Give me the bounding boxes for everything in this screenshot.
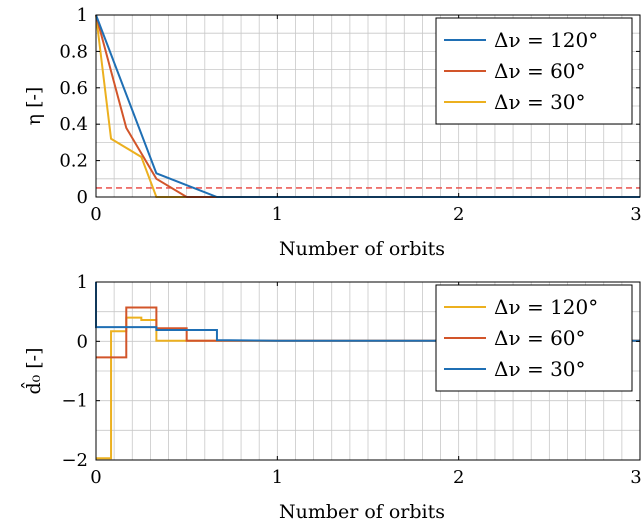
y-axis-label: d̂₀ [-] xyxy=(20,347,45,394)
legend: Δν = 120° Δν = 60° Δν = 30° xyxy=(435,284,633,392)
series-line-1 xyxy=(96,306,640,359)
y-tick-label: 0.8 xyxy=(59,41,88,62)
y-axis-label: η [-] xyxy=(23,87,45,126)
plot-frame xyxy=(95,281,641,461)
x-axis-label: Number of orbits xyxy=(279,238,445,260)
y-tick-label: 0 xyxy=(77,331,88,352)
y-tick-label: 0.4 xyxy=(59,114,88,135)
y-tick-label: 0.2 xyxy=(59,151,88,172)
x-tick-label: 1 xyxy=(272,204,283,225)
y-tick-label: −1 xyxy=(61,391,88,412)
x-tick-label: 3 xyxy=(630,204,641,225)
legend-label: Δν = 60° xyxy=(494,326,586,350)
legend: Δν = 120° Δν = 60° Δν = 30° xyxy=(435,17,633,125)
y-tick-label: 1 xyxy=(77,272,88,293)
legend-label: Δν = 30° xyxy=(494,90,586,114)
x-tick-label: 2 xyxy=(453,467,464,488)
chart-panel-d0: 0 1 2 3 −2 −1 0 1 Number of orbits d̂₀ [-] Δν = 12… xyxy=(20,272,642,523)
y-tick-label: 0 xyxy=(77,187,88,208)
x-tick-label: 3 xyxy=(630,467,641,488)
x-tick-label: 1 xyxy=(272,467,283,488)
chart-panel-eta: 0 1 2 3 0 0.2 0.4 0.6 0.8 1 Number of orbits η [-] Δ… xyxy=(23,5,642,260)
legend-label: Δν = 30° xyxy=(494,357,586,381)
legend-label: Δν = 120° xyxy=(494,28,598,52)
x-tick-label: 0 xyxy=(90,204,101,225)
x-tick-label: 2 xyxy=(453,204,464,225)
plot-frame xyxy=(95,14,641,198)
legend-label: Δν = 60° xyxy=(494,59,586,83)
x-axis-label: Number of orbits xyxy=(279,501,445,523)
y-tick-label: 0.6 xyxy=(59,78,88,99)
legend-label: Δν = 120° xyxy=(494,295,598,319)
y-tick-label: 1 xyxy=(77,5,88,26)
x-tick-label: 0 xyxy=(90,467,101,488)
y-tick-label: −2 xyxy=(61,450,88,471)
